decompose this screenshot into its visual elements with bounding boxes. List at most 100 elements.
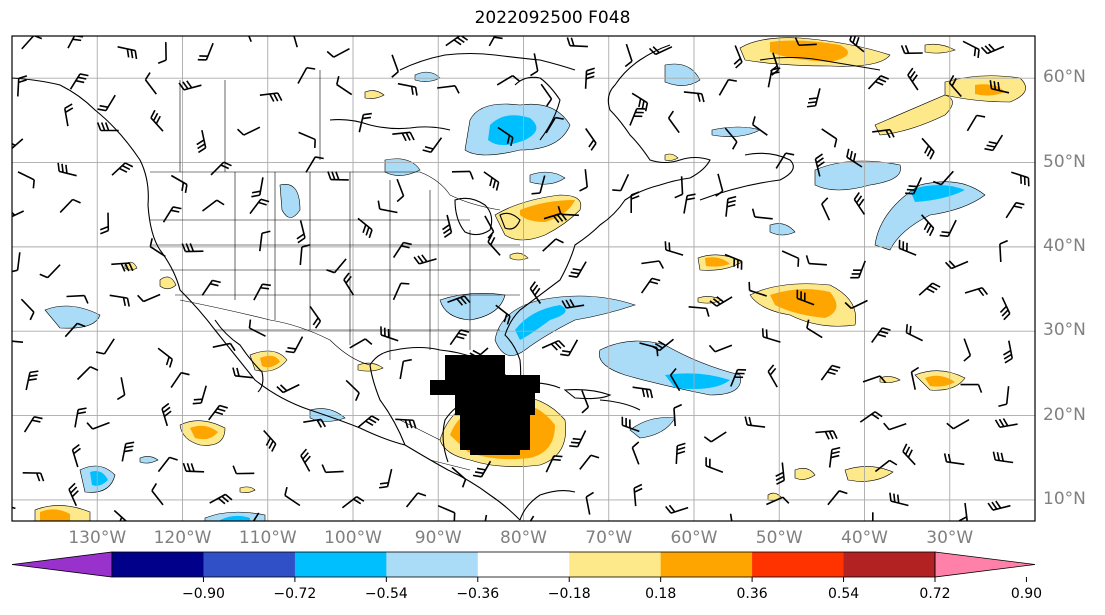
wind-barb — [569, 430, 587, 448]
wind-barb — [157, 347, 174, 368]
wind-barb — [814, 153, 825, 177]
wind-barb — [296, 220, 306, 244]
wind-barb — [357, 415, 380, 429]
wind-barb — [806, 319, 823, 339]
wind-barb — [297, 66, 316, 84]
wind-barb — [715, 173, 724, 197]
wind-barb — [451, 466, 467, 488]
wind-barb — [633, 483, 643, 507]
wind-barb — [358, 112, 372, 133]
wind-barb — [405, 492, 427, 508]
colorbar-tick-label: 0.90 — [1010, 586, 1043, 602]
wind-barb — [529, 281, 542, 304]
wind-barb — [137, 293, 161, 303]
wind-barb — [109, 294, 130, 307]
wind-barb — [531, 175, 546, 195]
colorbar-tick-label: −0.90 — [181, 586, 225, 602]
wind-barb — [805, 255, 827, 266]
wind-barb — [585, 491, 594, 515]
wind-barb — [872, 128, 895, 139]
wind-barb — [730, 368, 747, 387]
wind-barb — [357, 217, 373, 239]
wind-barb — [59, 198, 81, 213]
wind-barb — [157, 42, 167, 64]
wind-barb — [291, 36, 298, 48]
wind-barb — [540, 83, 553, 107]
wind-barb — [729, 513, 735, 521]
wind-barb — [305, 156, 324, 173]
wind-barb — [964, 286, 989, 297]
wind-barb — [862, 375, 887, 384]
political-borders — [150, 70, 540, 471]
colorbar-segment — [294, 552, 387, 577]
colorbar — [11, 551, 1036, 582]
wind-barb — [767, 67, 781, 88]
wind-barb — [874, 459, 898, 473]
wind-barb — [850, 260, 866, 279]
wind-barb — [733, 45, 743, 69]
wind-barb — [748, 281, 767, 297]
wind-barb — [259, 230, 271, 252]
wind-barb — [566, 37, 588, 48]
wind-barb — [966, 114, 986, 132]
wind-barb — [97, 94, 116, 112]
wind-barb — [208, 404, 228, 421]
wind-barb — [349, 338, 373, 349]
wind-barb — [192, 385, 207, 405]
wind-barb — [905, 177, 923, 195]
longitude-tick-label: 110°W — [238, 528, 297, 548]
wind-barb — [495, 304, 511, 325]
wind-barb — [39, 264, 61, 279]
wind-barb — [181, 243, 204, 253]
colorbar-tick-label: −0.54 — [364, 586, 408, 602]
wind-barb — [794, 37, 817, 47]
wind-barb — [263, 429, 277, 452]
wind-barb — [57, 162, 77, 177]
wind-barb — [170, 174, 188, 194]
wind-barb — [683, 91, 705, 103]
wind-barb — [25, 370, 39, 391]
wind-barb — [149, 238, 166, 258]
wind-barb — [958, 502, 968, 521]
wind-barb — [675, 442, 686, 464]
wind-barb — [943, 453, 965, 466]
wind-barb — [422, 137, 443, 154]
wind-barb — [437, 504, 456, 521]
wind-barb — [251, 177, 264, 198]
latitude-tick-label: 10°N — [1043, 488, 1086, 509]
latitude-tick-label: 30°N — [1043, 320, 1086, 341]
wind-barbs — [12, 36, 1030, 521]
wind-barb — [545, 455, 563, 473]
wind-barb — [116, 377, 126, 401]
wind-barb — [724, 127, 738, 150]
wind-barb — [933, 170, 954, 186]
wind-barb — [688, 306, 710, 317]
wind-barb — [397, 82, 418, 96]
wind-barb — [946, 419, 970, 430]
longitude-tick-label: 120°W — [153, 528, 212, 548]
wind-barb — [496, 74, 520, 86]
longitude-tick-label: 30°W — [926, 528, 974, 548]
wind-barb — [17, 171, 35, 189]
wind-barb — [399, 358, 412, 380]
wind-barb — [989, 80, 1010, 94]
wind-barb — [232, 367, 254, 379]
wind-barb — [96, 122, 119, 132]
wind-barb — [821, 128, 838, 148]
wind-barb — [345, 379, 360, 402]
wind-barb — [579, 454, 600, 470]
wind-barb — [561, 298, 585, 309]
wind-barb — [669, 368, 681, 392]
wind-barb — [285, 336, 304, 354]
wind-barb — [705, 457, 724, 474]
longitude-tick-label: 130°W — [68, 528, 127, 548]
wind-barb — [232, 465, 255, 475]
latitude-tick-label: 60°N — [1043, 67, 1086, 88]
wind-barb — [640, 277, 661, 294]
wind-barb — [284, 486, 301, 507]
wind-barb — [585, 128, 597, 151]
wind-barb — [343, 272, 355, 296]
wind-barb — [210, 161, 232, 176]
map-title: 2022092500 F048 — [474, 8, 631, 28]
